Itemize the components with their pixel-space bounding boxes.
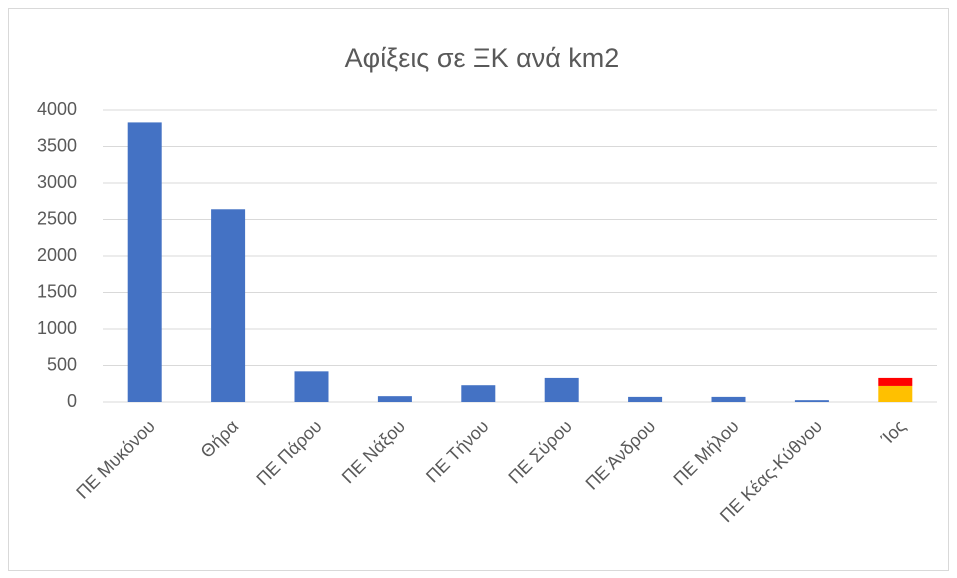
y-tick-label: 0	[67, 391, 77, 411]
bar	[711, 396, 746, 402]
bar	[377, 396, 412, 402]
y-tick-label: 1000	[37, 318, 77, 338]
bar	[461, 385, 496, 402]
bar	[544, 377, 579, 402]
bar	[628, 396, 663, 402]
y-tick-label: 2500	[37, 208, 77, 228]
bar	[127, 122, 162, 402]
y-tick-label: 3000	[37, 172, 77, 192]
y-tick-label: 4000	[37, 99, 77, 119]
bar	[294, 371, 329, 402]
chart-border	[8, 8, 949, 571]
y-tick-label: 3500	[37, 135, 77, 155]
chart-title: Αφίξεις σε ΞΚ ανά km2	[345, 43, 620, 73]
y-tick-label: 2000	[37, 245, 77, 265]
bar	[878, 377, 913, 386]
bar	[878, 385, 913, 402]
y-tick-label: 500	[47, 354, 77, 374]
bar	[794, 400, 829, 402]
bar	[211, 209, 246, 402]
y-tick-label: 1500	[37, 281, 77, 301]
